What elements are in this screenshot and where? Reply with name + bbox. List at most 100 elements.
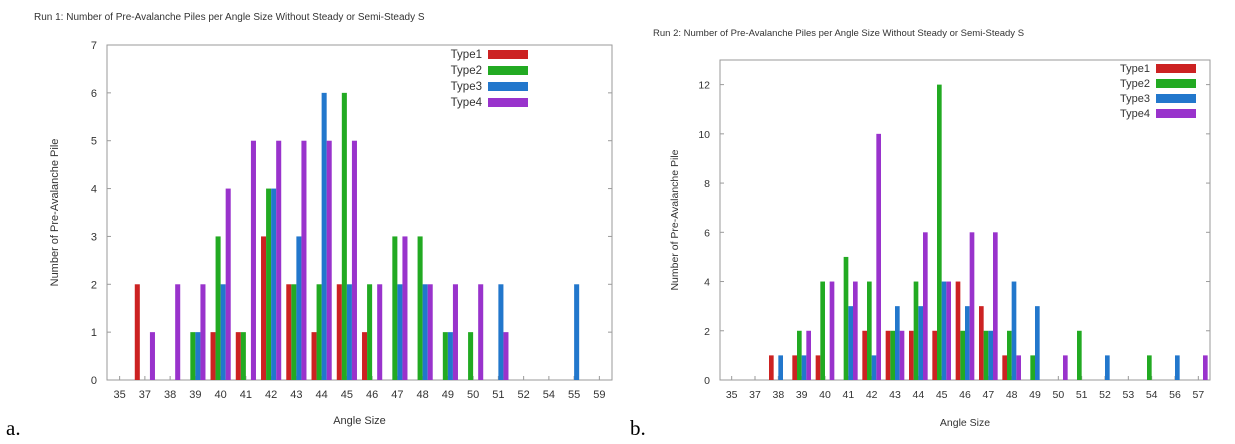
bar — [225, 188, 231, 380]
panel-label-b: b. — [630, 416, 646, 440]
bar — [478, 284, 484, 380]
legend-label: Type1 — [451, 49, 482, 61]
legend-label: Type3 — [1120, 93, 1150, 105]
y-tick-label: 3 — [91, 231, 97, 243]
chart-title: Run 2: Number of Pre-Avalanche Piles per… — [653, 28, 1024, 39]
x-tick-label: 54 — [1146, 389, 1158, 401]
x-tick-label: 35 — [726, 389, 738, 401]
bar — [1147, 355, 1152, 380]
y-tick-label: 2 — [704, 326, 710, 338]
bar — [1030, 355, 1035, 380]
x-tick-label: 40 — [819, 389, 831, 401]
bar — [286, 284, 292, 380]
y-axis-label: Number of Pre-Avalanche Pile — [669, 149, 681, 290]
bar — [175, 284, 181, 380]
x-tick-label: 57 — [1192, 389, 1204, 401]
legend-swatch — [1156, 64, 1196, 73]
x-tick-label: 50 — [1052, 389, 1064, 401]
bar — [937, 84, 942, 380]
legend-swatch — [1156, 79, 1196, 88]
bar — [876, 133, 881, 380]
x-tick-label: 52 — [1099, 389, 1111, 401]
bar — [210, 332, 216, 380]
bar — [427, 284, 433, 380]
x-tick-label: 43 — [290, 389, 302, 401]
bar — [291, 284, 297, 380]
legend-label: Type1 — [1120, 63, 1150, 75]
x-tick-label: 37 — [749, 389, 761, 401]
bar — [843, 256, 849, 380]
x-tick-label: 47 — [391, 389, 403, 401]
bar — [946, 281, 951, 380]
x-tick-label: 40 — [215, 389, 227, 401]
y-tick-label: 6 — [91, 88, 97, 100]
bar — [797, 330, 802, 380]
x-tick-label: 50 — [467, 389, 479, 401]
chart-2: Run 2: Number of Pre-Avalanche Piles per… — [653, 28, 1211, 429]
bar — [1035, 306, 1040, 380]
bar — [965, 306, 970, 380]
x-tick-label: 35 — [114, 389, 126, 401]
y-tick-label: 4 — [704, 277, 710, 289]
y-tick-label: 2 — [91, 279, 97, 291]
bar — [932, 330, 937, 380]
y-tick-label: 6 — [704, 227, 710, 239]
chart-title: Run 1: Number of Pre-Avalanche Piles per… — [34, 12, 425, 23]
bar — [829, 281, 835, 380]
bar — [1105, 355, 1110, 380]
x-tick-label: 37 — [139, 389, 151, 401]
bar — [969, 232, 975, 380]
bar — [235, 332, 241, 380]
y-tick-label: 0 — [704, 375, 710, 387]
bar — [1175, 355, 1180, 380]
bar — [447, 332, 453, 380]
bar — [913, 281, 919, 380]
legend-label: Type2 — [1120, 78, 1150, 90]
bar — [955, 281, 961, 380]
legend-label: Type2 — [451, 65, 482, 77]
bar — [468, 332, 474, 380]
bar — [316, 284, 322, 380]
bar — [402, 236, 408, 380]
bar — [220, 284, 226, 380]
bar — [1007, 330, 1012, 380]
bar — [271, 188, 277, 380]
bar — [377, 284, 383, 380]
y-tick-label: 4 — [91, 184, 97, 196]
bar — [979, 306, 984, 380]
bar — [195, 332, 201, 380]
x-tick-label: 41 — [842, 389, 854, 401]
x-tick-label: 52 — [518, 389, 530, 401]
bar — [918, 306, 923, 380]
bar — [341, 92, 347, 380]
x-tick-label: 48 — [417, 389, 429, 401]
x-tick-label: 48 — [1006, 389, 1018, 401]
bar — [909, 330, 914, 380]
bar — [983, 330, 989, 380]
bar — [1063, 355, 1068, 380]
bar — [296, 236, 302, 380]
bar — [321, 92, 327, 380]
bar — [149, 332, 155, 380]
bar — [503, 332, 509, 380]
x-tick-label: 45 — [341, 389, 353, 401]
x-tick-label: 38 — [772, 389, 784, 401]
chart-1: Run 1: Number of Pre-Avalanche Piles per… — [34, 12, 613, 427]
legend-swatch — [488, 82, 528, 91]
bar — [885, 330, 891, 380]
bar — [417, 236, 423, 380]
bar — [442, 332, 448, 380]
y-tick-label: 7 — [91, 40, 97, 52]
x-tick-label: 59 — [593, 389, 605, 401]
x-axis-label: Angle Size — [333, 415, 386, 427]
bar — [301, 140, 307, 380]
x-tick-label: 49 — [1029, 389, 1041, 401]
legend-swatch — [488, 50, 528, 59]
bar — [890, 330, 895, 380]
legend-label: Type4 — [1120, 108, 1150, 120]
legend-swatch — [488, 98, 528, 107]
bar — [190, 332, 196, 380]
legend-swatch — [1156, 94, 1196, 103]
bar — [336, 284, 342, 380]
bar — [452, 284, 458, 380]
